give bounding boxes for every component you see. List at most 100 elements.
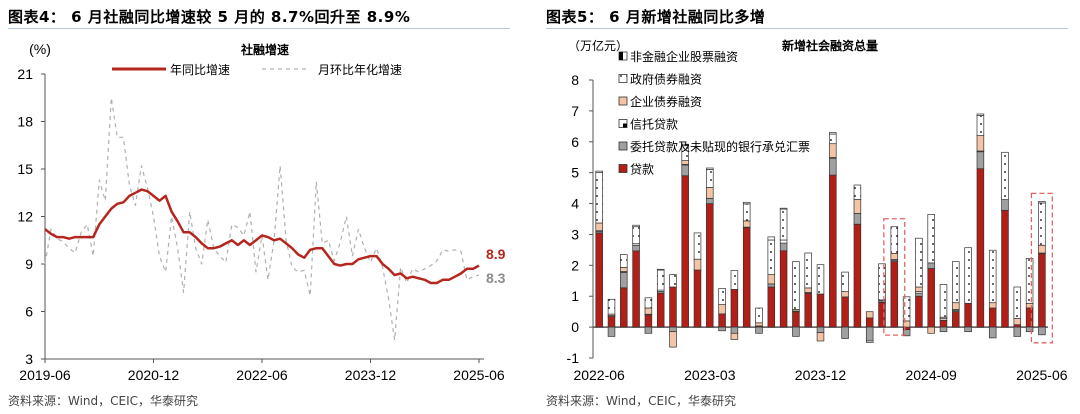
bar-segment-government-bonds (779, 208, 788, 241)
bar-segment-government-bonds (878, 263, 886, 301)
bar-segment-government-bonds (976, 115, 985, 136)
bar-segment-government-bonds (792, 261, 800, 310)
bar-segment-government-bonds (706, 169, 714, 188)
bar-segment-government-bonds (632, 226, 640, 245)
right-x-tick-label: 2022-06 (573, 367, 625, 383)
bar-segment-trust-loans (939, 318, 948, 321)
bar-segment-loans (718, 313, 726, 328)
bar-segment-equity-financing (706, 167, 714, 170)
bar-segment-government-bonds (841, 271, 849, 292)
bar-segment-trust-loans (865, 340, 874, 343)
bar-segment-loans (681, 175, 689, 328)
right-ylabel: （万亿元） (568, 38, 628, 53)
bar-segment-corporate-bonds (755, 322, 763, 327)
bar-segment-entrusted-bills (718, 326, 726, 332)
legend-yoy-label: 年同比增速 (170, 63, 230, 77)
bar-segment-government-bonds (816, 264, 825, 295)
bar-segment-loans (706, 203, 714, 328)
bar-segment-corporate-bonds (595, 222, 603, 232)
bar-segment-loans (878, 302, 886, 328)
bar-segment-equity-financing (829, 132, 837, 135)
bar-segment-loans (779, 250, 788, 328)
bar-segment-equity-financing (767, 236, 776, 241)
bar-segment-corporate-bonds (1038, 244, 1046, 254)
bar-segment-trust-loans (779, 239, 788, 244)
bar-segment-loans (669, 286, 677, 328)
right-y-tick-label: 5 (571, 165, 579, 181)
left-y-tick-label: 21 (17, 66, 33, 82)
left-y-tick-label: 15 (17, 161, 33, 177)
left-source-note: 资料来源：Wind，CEIC，华泰研究 (8, 394, 199, 408)
right-x-tick-label: 2024-09 (905, 367, 957, 383)
yoy-growth-line (44, 188, 480, 285)
bar-segment-loans (693, 269, 702, 328)
bar-segment-equity-financing (632, 224, 640, 228)
right-y-tick-label: 3 (571, 226, 579, 242)
left-x-tick-label: 2019-06 (19, 367, 71, 383)
bar-segment-entrusted-bills (706, 197, 714, 204)
bar-segment-corporate-bonds (816, 332, 825, 342)
legend-swatch-mark (619, 52, 623, 60)
right-y-tick-label: 8 (571, 72, 579, 88)
right-x-tick-label: 2023-03 (684, 367, 736, 383)
bar-segment-government-bonds (1013, 286, 1022, 319)
bar-segment-trust-loans (915, 291, 923, 294)
bar-segment-government-bonds (1025, 258, 1034, 304)
bar-segment-government-bonds (693, 232, 702, 260)
bar-segment-corporate-bonds (865, 311, 874, 319)
bar-segment-government-bonds (915, 237, 923, 288)
bar-segment-corporate-bonds (644, 307, 653, 315)
bar-segment-entrusted-bills (915, 292, 923, 297)
bar-segment-loans (841, 296, 849, 328)
bar-segment-trust-loans (890, 259, 899, 261)
bar-segment-corporate-bonds (681, 160, 689, 165)
bar-segment-equity-financing (742, 201, 751, 205)
bar-segment-government-bonds (755, 307, 763, 324)
bar-segment-government-bonds (804, 252, 812, 289)
bar-segment-entrusted-bills (669, 326, 677, 333)
bar-segment-entrusted-bills (890, 259, 899, 262)
bar-segment-trust-loans (607, 315, 616, 317)
right-y-tick-label: 7 (571, 103, 579, 119)
right-y-tick-label: 6 (571, 134, 579, 150)
right-y-tick-label: 4 (571, 196, 579, 212)
bar-segment-government-bonds (595, 172, 603, 224)
bar-segment-entrusted-bills (816, 326, 825, 334)
left-y-tick-label: 9 (25, 256, 33, 272)
bar-segment-loans (902, 326, 911, 330)
bar-segment-equity-financing (595, 170, 603, 173)
left-line-chart: (%) 社融增速 年同比增速 月环比年化增速 3 6 9 12 15 18 21 2019-0… (17, 41, 505, 383)
bar-segment-loans (988, 307, 997, 328)
bar-segment-trust-loans (681, 163, 689, 166)
bar-segment-government-bonds (902, 296, 911, 322)
bar-segment-entrusted-bills (1013, 326, 1022, 337)
bar-segment-corporate-bonds (804, 287, 812, 293)
bar-segment-entrusted-bills (1001, 199, 1009, 211)
bar-segment-equity-financing (681, 143, 689, 147)
left-x-tick-label: 2023-12 (345, 367, 397, 383)
right-y-tick-label: 0 (571, 319, 579, 335)
legend-swatch (618, 51, 628, 61)
bar-segment-government-bonds (767, 239, 776, 275)
bar-segment-loans (632, 250, 640, 328)
bar-segment-entrusted-bills (952, 309, 960, 312)
bar-segment-entrusted-bills (730, 326, 739, 334)
bar-segment-loans (1038, 253, 1046, 328)
left-chart-subtitle: 社融增速 (240, 42, 289, 57)
bar-segment-government-bonds (890, 226, 899, 254)
right-title-divider (546, 28, 1068, 29)
bar-segment-loans (915, 295, 923, 328)
bar-segment-corporate-bonds (730, 332, 739, 340)
bar-segment-government-bonds (607, 298, 616, 315)
right-x-tick-label: 2023-12 (795, 367, 847, 383)
bar-segment-trust-loans (878, 299, 886, 302)
legend-swatch (618, 74, 628, 83)
bar-segment-corporate-bonds (927, 326, 935, 334)
bar-segment-corporate-bonds (607, 313, 616, 316)
bar-segment-loans (595, 232, 603, 328)
bar-segment-loans (964, 302, 972, 328)
bar-segment-entrusted-bills (927, 262, 935, 269)
left-title-divider (8, 28, 510, 29)
bar-segment-trust-loans (620, 271, 628, 273)
bar-segment-loans (620, 287, 628, 328)
